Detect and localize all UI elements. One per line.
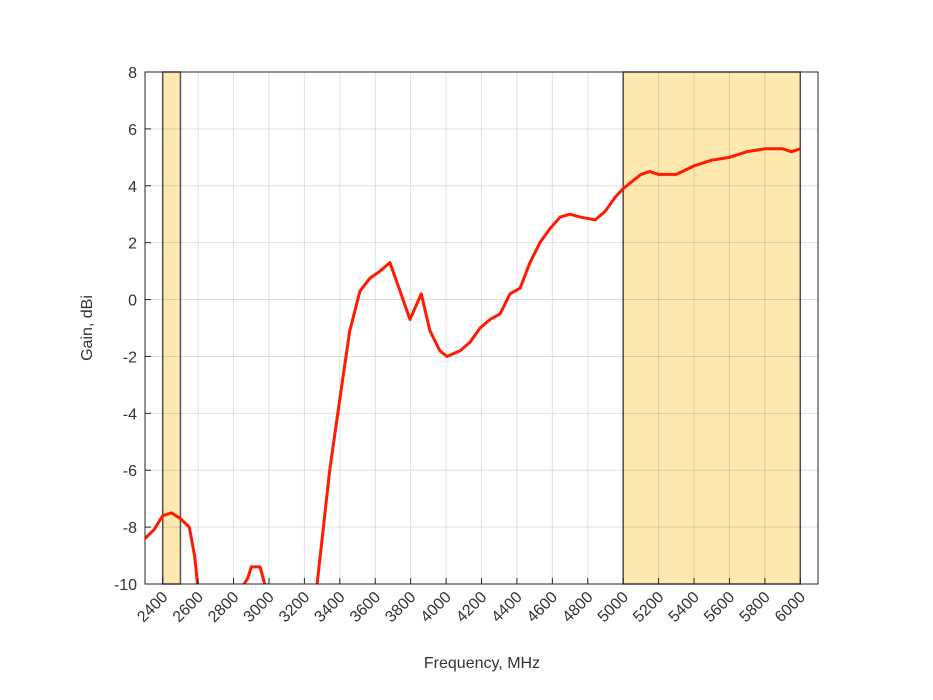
- x-tick-label: 5200: [630, 589, 667, 626]
- y-tick-label: -6: [123, 463, 137, 480]
- x-tick-label: 2400: [134, 589, 171, 626]
- x-tick-label: 4000: [418, 589, 455, 626]
- x-tick-label: 3400: [311, 589, 348, 626]
- x-tick-label: 3000: [241, 589, 278, 626]
- y-tick-label: 6: [128, 122, 137, 139]
- x-tick-label: 2600: [170, 589, 207, 626]
- x-tick-label: 3600: [347, 589, 384, 626]
- bands: [161, 71, 802, 585]
- x-tick-label: 4800: [559, 589, 596, 626]
- y-tick-label: 0: [128, 293, 137, 310]
- x-tick-label: 3200: [276, 589, 313, 626]
- x-tick-label: 5000: [595, 589, 632, 626]
- y-tick-label: 2: [128, 236, 137, 253]
- x-tick-label: 6000: [772, 589, 809, 626]
- y-tick-label: 4: [128, 179, 137, 196]
- y-tick-label: -10: [114, 577, 137, 594]
- y-tick-label: -4: [123, 406, 137, 423]
- y-axis-label: Gain, dBi: [79, 295, 96, 361]
- y-tick-label: 8: [128, 65, 137, 82]
- x-tick-label: 4200: [453, 589, 490, 626]
- y-tick-label: -2: [123, 349, 137, 366]
- band: [161, 71, 182, 585]
- line: [315, 147, 801, 584]
- line: [242, 565, 267, 584]
- line: [145, 511, 200, 584]
- x-tick-label: 3800: [382, 589, 419, 626]
- x-tick-label: 5600: [701, 589, 738, 626]
- x-tick-label: 4600: [524, 589, 561, 626]
- x-axis-label: Frequency, MHz: [424, 655, 540, 672]
- grid: [145, 71, 818, 585]
- x-tick-label: 4400: [489, 589, 526, 626]
- x-tick-label: 5800: [737, 589, 774, 626]
- y-tick-label: -8: [123, 520, 137, 537]
- band: [622, 71, 802, 585]
- x-tick-label: 2800: [205, 589, 242, 626]
- x-tick-label: 5400: [666, 589, 703, 626]
- plot-lines: [145, 147, 801, 584]
